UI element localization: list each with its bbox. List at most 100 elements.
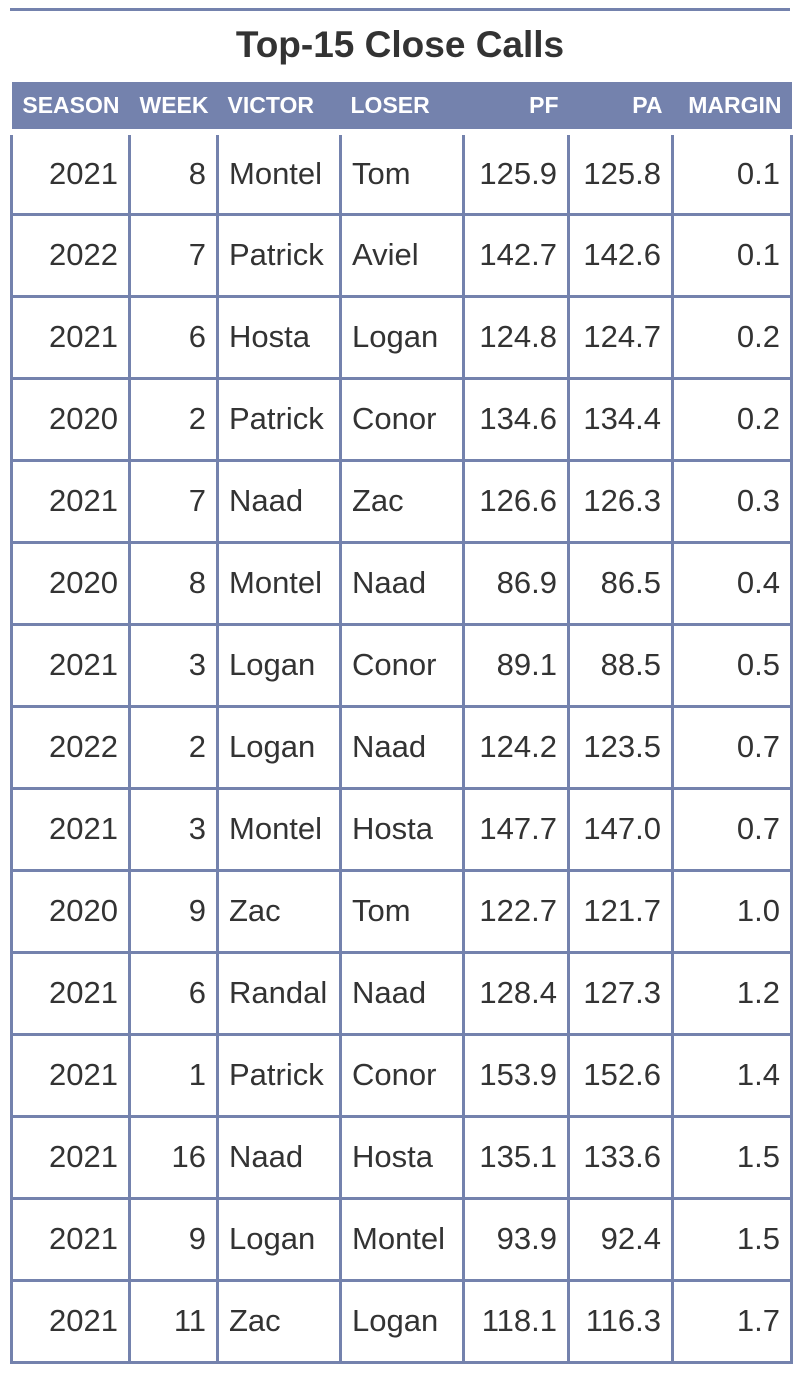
cell-pa: 125.8 <box>567 129 674 216</box>
cell-victor: Patrick <box>216 376 342 462</box>
table-row: 2020 2 Patrick Conor 134.6 134.4 0.2 <box>10 376 793 462</box>
cell-loser: Montel <box>339 1196 465 1282</box>
col-header-season: SEASON <box>11 82 130 132</box>
cell-pf: 86.9 <box>462 540 570 626</box>
cell-pf: 118.1 <box>462 1278 570 1364</box>
table-row: 2021 6 Hosta Logan 124.8 124.7 0.2 <box>10 294 793 380</box>
table-row: 2021 3 Montel Hosta 147.7 147.0 0.7 <box>10 786 793 872</box>
cell-margin: 1.4 <box>671 1032 793 1118</box>
header-row: SEASON WEEK VICTOR LOSER PF PA MARGIN <box>11 82 792 132</box>
cell-pf: 147.7 <box>462 786 570 872</box>
cell-margin: 1.2 <box>671 950 793 1036</box>
col-header-pa: PA <box>568 82 673 132</box>
table-row: 2020 9 Zac Tom 122.7 121.7 1.0 <box>10 868 793 954</box>
cell-pa: 126.3 <box>567 458 674 544</box>
cell-loser: Naad <box>339 704 465 790</box>
cell-loser: Naad <box>339 540 465 626</box>
cell-pa: 133.6 <box>567 1114 674 1200</box>
cell-loser: Conor <box>339 376 465 462</box>
cell-week: 11 <box>128 1278 219 1364</box>
cell-pf: 124.8 <box>462 294 570 380</box>
cell-margin: 0.4 <box>671 540 793 626</box>
cell-loser: Hosta <box>339 786 465 872</box>
cell-loser: Zac <box>339 458 465 544</box>
cell-loser: Naad <box>339 950 465 1036</box>
cell-pa: 152.6 <box>567 1032 674 1118</box>
cell-margin: 0.7 <box>671 786 793 872</box>
cell-margin: 0.2 <box>671 294 793 380</box>
cell-pa: 86.5 <box>567 540 674 626</box>
cell-week: 6 <box>128 294 219 380</box>
cell-victor: Zac <box>216 1278 342 1364</box>
cell-pf: 89.1 <box>462 622 570 708</box>
cell-loser: Logan <box>339 294 465 380</box>
cell-margin: 1.5 <box>671 1114 793 1200</box>
table-row: 2021 9 Logan Montel 93.9 92.4 1.5 <box>10 1196 793 1282</box>
cell-season: 2021 <box>10 1114 131 1200</box>
table-body: 2021 8 Montel Tom 125.9 125.8 0.1 2022 7 Patrick A… <box>10 129 793 1364</box>
cell-week: 7 <box>128 212 219 298</box>
cell-week: 1 <box>128 1032 219 1118</box>
cell-pa: 92.4 <box>567 1196 674 1282</box>
cell-pf: 126.6 <box>462 458 570 544</box>
cell-victor: Hosta <box>216 294 342 380</box>
cell-pa: 134.4 <box>567 376 674 462</box>
cell-week: 3 <box>128 786 219 872</box>
cell-week: 8 <box>128 540 219 626</box>
cell-season: 2020 <box>10 376 131 462</box>
cell-pa: 124.7 <box>567 294 674 380</box>
cell-season: 2020 <box>10 540 131 626</box>
cell-margin: 0.7 <box>671 704 793 790</box>
col-header-pf: PF <box>463 82 569 132</box>
cell-season: 2021 <box>10 950 131 1036</box>
top-rule <box>10 8 790 11</box>
cell-victor: Montel <box>216 129 342 216</box>
cell-season: 2021 <box>10 129 131 216</box>
cell-week: 2 <box>128 376 219 462</box>
cell-pa: 123.5 <box>567 704 674 790</box>
table-row: 2022 7 Patrick Aviel 142.7 142.6 0.1 <box>10 212 793 298</box>
cell-loser: Tom <box>339 129 465 216</box>
cell-margin: 1.7 <box>671 1278 793 1364</box>
cell-pf: 134.6 <box>462 376 570 462</box>
cell-pf: 128.4 <box>462 950 570 1036</box>
cell-pf: 125.9 <box>462 129 570 216</box>
cell-loser: Hosta <box>339 1114 465 1200</box>
cell-victor: Randal <box>216 950 342 1036</box>
table-row: 2021 3 Logan Conor 89.1 88.5 0.5 <box>10 622 793 708</box>
cell-week: 9 <box>128 868 219 954</box>
cell-victor: Zac <box>216 868 342 954</box>
col-header-victor: VICTOR <box>217 82 341 132</box>
cell-loser: Logan <box>339 1278 465 1364</box>
cell-season: 2020 <box>10 868 131 954</box>
cell-week: 6 <box>128 950 219 1036</box>
cell-season: 2021 <box>10 1032 131 1118</box>
cell-margin: 0.1 <box>671 129 793 216</box>
cell-season: 2021 <box>10 458 131 544</box>
cell-season: 2022 <box>10 704 131 790</box>
cell-pf: 135.1 <box>462 1114 570 1200</box>
table-row: 2021 8 Montel Tom 125.9 125.8 0.1 <box>10 129 793 216</box>
cell-season: 2021 <box>10 1196 131 1282</box>
cell-victor: Logan <box>216 1196 342 1282</box>
cell-loser: Aviel <box>339 212 465 298</box>
cell-pa: 88.5 <box>567 622 674 708</box>
cell-victor: Logan <box>216 622 342 708</box>
cell-margin: 1.0 <box>671 868 793 954</box>
cell-margin: 1.5 <box>671 1196 793 1282</box>
table-row: 2021 11 Zac Logan 118.1 116.3 1.7 <box>10 1278 793 1364</box>
cell-week: 2 <box>128 704 219 790</box>
cell-victor: Montel <box>216 540 342 626</box>
cell-pf: 122.7 <box>462 868 570 954</box>
close-calls-table: SEASON WEEK VICTOR LOSER PF PA MARGIN 20… <box>10 82 793 1364</box>
table-row: 2021 16 Naad Hosta 135.1 133.6 1.5 <box>10 1114 793 1200</box>
cell-margin: 0.5 <box>671 622 793 708</box>
col-header-loser: LOSER <box>340 82 464 132</box>
cell-week: 8 <box>128 129 219 216</box>
table-row: 2021 6 Randal Naad 128.4 127.3 1.2 <box>10 950 793 1036</box>
cell-loser: Conor <box>339 1032 465 1118</box>
cell-loser: Conor <box>339 622 465 708</box>
table-title: Top-15 Close Calls <box>235 24 565 65</box>
cell-margin: 0.2 <box>671 376 793 462</box>
cell-victor: Logan <box>216 704 342 790</box>
